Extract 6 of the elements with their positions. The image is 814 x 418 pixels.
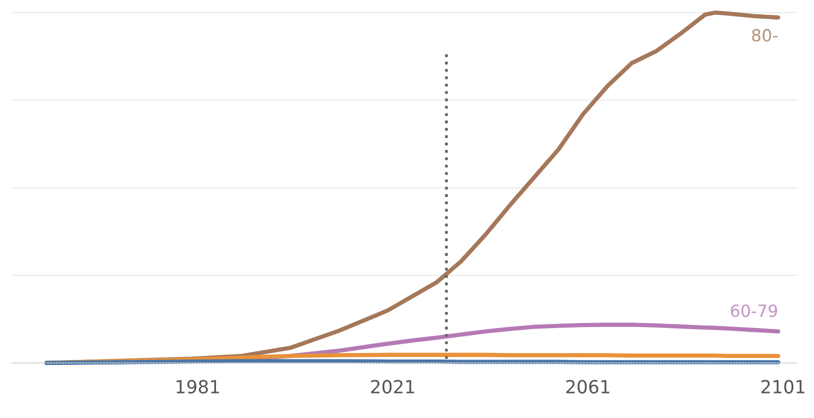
x-tick-label: 2021 (371, 380, 414, 394)
series-label: 80- (752, 28, 778, 42)
series-label: 60-79 (730, 304, 778, 318)
x-tick-label: 1981 (176, 380, 219, 394)
x-tick-label: 2101 (761, 380, 804, 394)
x-tick-label: 2061 (566, 380, 610, 394)
